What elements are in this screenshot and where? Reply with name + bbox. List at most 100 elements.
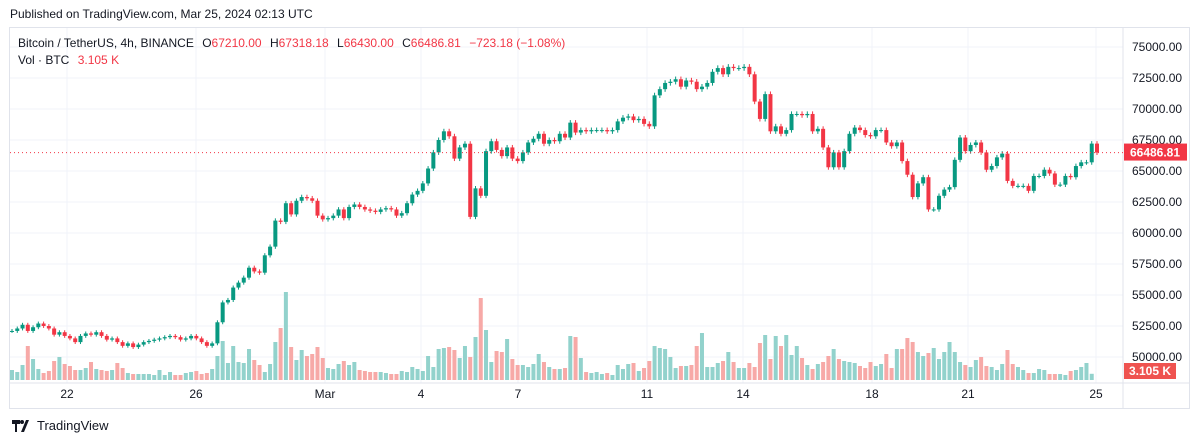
volume-bar	[173, 375, 178, 380]
volume-bar	[573, 337, 578, 380]
candle-body	[331, 215, 336, 219]
candle-body	[989, 166, 994, 170]
candle-body	[821, 128, 826, 148]
candle-body	[478, 188, 483, 196]
candle-body	[304, 197, 309, 199]
volume-bar	[605, 373, 610, 380]
candle-body	[431, 152, 436, 169]
volume-bar	[968, 367, 973, 380]
candle-body	[526, 142, 531, 153]
candle-body	[347, 206, 352, 219]
volume-bar	[78, 370, 83, 380]
candle-body	[1037, 175, 1042, 177]
candle-body	[636, 118, 641, 121]
candle-body	[631, 116, 636, 121]
candle-body	[315, 200, 320, 216]
last-price-label: 66486.81	[1130, 146, 1180, 160]
volume-bar	[531, 364, 536, 380]
candle-body	[157, 338, 162, 340]
candle-body	[36, 323, 41, 328]
volume-bar	[10, 370, 14, 380]
candle-body	[684, 80, 689, 87]
candle-body	[236, 282, 241, 288]
volume-bar	[499, 352, 504, 380]
candle-body	[910, 174, 915, 198]
volume-bar	[420, 371, 425, 380]
candle-body	[1052, 173, 1057, 185]
candle-body	[289, 203, 294, 215]
candle-body	[642, 118, 647, 124]
candle-body	[979, 142, 984, 153]
candle-body	[1068, 175, 1073, 178]
volume-bar	[947, 342, 952, 380]
volume-bar	[773, 336, 778, 380]
candle-body	[884, 130, 889, 143]
volume-bar	[852, 363, 857, 380]
candle-body	[736, 68, 741, 70]
candle-body	[373, 210, 378, 212]
candle-body	[441, 131, 446, 140]
candle-body	[757, 101, 762, 119]
volume-label[interactable]: Vol · BTC	[18, 53, 70, 67]
candle-body	[320, 215, 325, 220]
x-tick-label: Mar	[315, 387, 336, 401]
candle-body	[536, 133, 541, 139]
candle-body	[378, 209, 383, 212]
candle-body	[368, 209, 373, 211]
volume-bar	[647, 361, 652, 380]
volume-bar	[225, 363, 230, 380]
candle-body	[362, 206, 367, 210]
volume-bar	[489, 362, 494, 380]
volume-bar	[1037, 369, 1042, 380]
y-tick-label: 55000.00	[1132, 288, 1182, 302]
volume-bar	[810, 369, 815, 380]
volume-bar	[831, 349, 836, 380]
candle-body	[352, 204, 357, 207]
volume-bar	[942, 352, 947, 380]
candle-body	[1021, 185, 1026, 187]
candle-body	[426, 168, 431, 184]
volume-bar	[415, 369, 420, 380]
candle-body	[784, 130, 789, 134]
candle-body	[599, 130, 604, 132]
candle-body	[826, 147, 831, 168]
volume-bar	[405, 372, 410, 380]
volume-bar	[1047, 374, 1052, 380]
candle-body	[857, 127, 862, 131]
candle-body	[99, 332, 104, 336]
volume-bar	[1000, 364, 1005, 380]
volume-bar	[973, 360, 978, 380]
candle-body	[225, 299, 230, 303]
volume-bar	[15, 372, 20, 380]
candle-body	[389, 208, 394, 210]
candle-body	[252, 267, 257, 272]
candle-body	[294, 200, 299, 215]
candle-body	[189, 335, 194, 339]
volume-bar	[1073, 370, 1078, 380]
volume-bar	[836, 359, 841, 380]
candle-body	[715, 68, 720, 72]
candle-body	[531, 138, 536, 143]
candle-body	[747, 66, 752, 75]
high-value: 67318.18	[278, 36, 329, 50]
x-tick-label: 22	[60, 387, 74, 401]
tradingview-logo[interactable]: TradingView	[12, 418, 109, 433]
symbol-title[interactable]: Bitcoin / TetherUS, 4h, BINANCE	[18, 36, 194, 50]
candle-body	[710, 71, 715, 83]
volume-bar	[1031, 373, 1036, 380]
volume-bar	[299, 350, 304, 380]
candle-body	[46, 326, 51, 329]
candle-body	[505, 147, 510, 157]
candle-body	[183, 338, 188, 340]
volume-legend: Vol · BTC 3.105 K	[18, 53, 119, 67]
candle-body	[215, 322, 220, 344]
candle-body	[958, 137, 963, 160]
candle-body	[67, 335, 72, 339]
volume-bar	[1026, 373, 1031, 380]
candle-body	[136, 344, 141, 348]
volume-bar	[283, 292, 288, 380]
volume-bar	[1063, 375, 1068, 380]
candle-body	[984, 152, 989, 170]
volume-bar	[57, 357, 62, 380]
